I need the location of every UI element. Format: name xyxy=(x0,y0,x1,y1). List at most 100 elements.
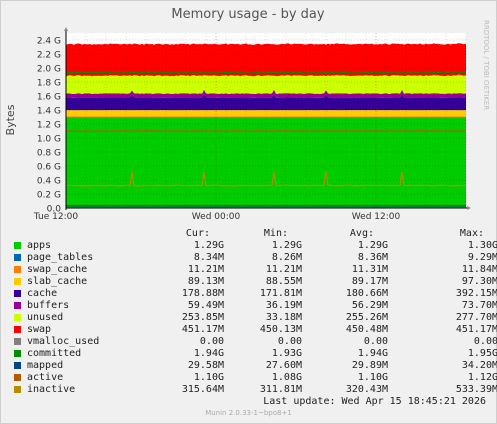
legend-label: page_tables xyxy=(27,252,94,263)
munin-version: Munin 2.0.33-1~bpo8+1 xyxy=(205,409,292,417)
legend-label: swap_cache xyxy=(27,264,88,275)
area-swap-cache xyxy=(66,116,466,118)
legend-value-avg: 8.36M xyxy=(357,252,388,263)
legend-value-min: 171.81M xyxy=(259,288,302,299)
legend-label: committed xyxy=(27,348,82,359)
line-active xyxy=(65,130,467,132)
legend-swatch xyxy=(14,326,21,333)
legend-value-avg: 255.26M xyxy=(345,312,388,323)
y-axis-arrow xyxy=(64,27,68,31)
legend-value-min: 33.18M xyxy=(265,312,302,323)
legend-label: buffers xyxy=(27,300,70,311)
legend-swatch xyxy=(14,314,21,321)
legend-value-avg: 1.29G xyxy=(357,240,388,251)
area-page-tables xyxy=(66,117,466,118)
legend-value-max: 73.70M xyxy=(461,300,497,311)
legend-label: slab_cache xyxy=(27,276,88,287)
legend-swatch xyxy=(14,374,21,381)
y-tick-label: 1.8 G xyxy=(37,79,61,89)
legend-row-slab-cache: slab_cache 89.13M 88.55M 89.17M 97.30M xyxy=(14,276,497,288)
legend-value-min: 0.00 xyxy=(277,336,302,347)
legend-value-avg: 1.10G xyxy=(357,372,388,383)
legend-value-min: 1.08G xyxy=(271,372,302,383)
legend-value-max: 1.95G xyxy=(467,348,497,359)
legend-value-avg: 11.31M xyxy=(351,264,388,275)
legend-swatch xyxy=(14,362,21,369)
legend-row-active: active 1.10G 1.08G 1.10G 1.12G xyxy=(14,372,497,384)
legend-value-avg: 1.94G xyxy=(357,348,388,359)
legend-value-cur: 0.00 xyxy=(199,336,224,347)
legend-row-committed: committed 1.94G 1.93G 1.94G 1.95G xyxy=(14,348,497,360)
legend-value-cur: 178.88M xyxy=(181,288,224,299)
legend-label: inactive xyxy=(27,384,76,395)
y-axis-label: Bytes xyxy=(4,104,17,135)
legend-swatch xyxy=(14,278,21,285)
legend-value-max: 451.17M xyxy=(455,324,497,335)
legend-swatch xyxy=(14,386,21,393)
y-tick-label: 1.2 G xyxy=(37,121,61,131)
legend-value-avg: 180.66M xyxy=(345,288,388,299)
legend-value-min: 1.93G xyxy=(271,348,302,359)
legend-label: cache xyxy=(27,288,58,299)
last-update: Last update: Wed Apr 15 18:45:21 2026 xyxy=(263,396,486,407)
legend-value-cur: 315.64M xyxy=(181,384,224,395)
legend-value-avg: 0.00 xyxy=(363,336,388,347)
legend-value-max: 533.39M xyxy=(455,384,497,395)
legend-row-unused: unused 253.85M 33.18M 255.26M 277.70M xyxy=(14,312,497,324)
legend-swatch xyxy=(14,350,21,357)
legend-row-buffers: buffers 59.49M 36.19M 56.29M 73.70M xyxy=(14,300,497,312)
legend-label: vmalloc_used xyxy=(27,336,100,347)
legend-value-cur: 1.10G xyxy=(193,372,224,383)
legend-value-max: 1.30G xyxy=(467,240,497,251)
legend-label: active xyxy=(27,372,64,383)
y-tick-label: 1.4 G xyxy=(37,107,61,117)
legend-value-cur: 1.94G xyxy=(193,348,224,359)
legend-value-min: 36.19M xyxy=(265,300,302,311)
legend-swatch xyxy=(14,266,21,273)
y-tick-label: 0.0 xyxy=(47,205,62,215)
y-tick-label: 1.6 G xyxy=(37,93,61,103)
y-tick-label: 0.8 G xyxy=(37,149,61,159)
legend-value-min: 450.13M xyxy=(259,324,302,335)
legend-label: unused xyxy=(27,312,64,323)
legend-row-page-tables: page_tables 8.34M 8.26M 8.36M 9.29M xyxy=(14,252,497,264)
legend-value-max: 34.20M xyxy=(461,360,497,371)
y-tick-label: 1.0 G xyxy=(37,135,61,145)
y-tick-label: 0.4 G xyxy=(37,177,61,187)
legend-value-cur: 89.13M xyxy=(187,276,224,287)
legend-value-avg: 89.17M xyxy=(351,276,388,287)
legend-swatch xyxy=(14,302,21,309)
legend-row-swap: swap 451.17M 450.13M 450.48M 451.17M xyxy=(14,324,497,336)
legend-value-max: 97.30M xyxy=(461,276,497,287)
y-tick-label: 2.0 G xyxy=(37,65,61,75)
legend-header-max: Max: xyxy=(459,228,484,239)
line-committed xyxy=(65,71,467,74)
legend-value-max: 0.00 xyxy=(473,336,497,347)
legend-value-min: 311.81M xyxy=(259,384,302,395)
legend-label: swap xyxy=(27,324,52,335)
legend-swatch xyxy=(14,290,21,297)
legend-swatch xyxy=(14,242,21,249)
rrdtool-label: RRDTOOL / TOBI OETIKER xyxy=(482,20,490,110)
legend-swatch xyxy=(14,338,21,345)
area-buffers xyxy=(66,89,466,98)
legend-value-cur: 59.49M xyxy=(187,300,224,311)
legend-value-avg: 56.29M xyxy=(351,300,388,311)
legend-value-cur: 1.29G xyxy=(193,240,224,251)
legend-value-min: 88.55M xyxy=(265,276,302,287)
legend-value-cur: 29.58M xyxy=(187,360,224,371)
plot-area: 0.0 0.2 G 0.4 G 0.6 G 0.8 G 1.0 G 1.2 G 1.4 G 1.… xyxy=(33,27,471,222)
legend-value-cur: 8.34M xyxy=(193,252,224,263)
legend-value-max: 277.70M xyxy=(455,312,497,323)
legend-row-vmalloc-used: vmalloc_used 0.00 0.00 0.00 0.00 xyxy=(14,336,497,348)
y-tick-label: 0.2 G xyxy=(37,191,61,201)
chart-title: Memory usage - by day xyxy=(171,7,324,22)
legend-value-avg: 450.48M xyxy=(345,324,388,335)
legend-row-apps: apps 1.29G 1.29G 1.29G 1.30G xyxy=(14,240,497,252)
legend-header-cur: Cur: xyxy=(185,228,210,239)
legend-value-avg: 320.43M xyxy=(345,384,388,395)
legend-value-max: 11.84M xyxy=(461,264,497,275)
legend-label: mapped xyxy=(27,360,64,371)
area-swap xyxy=(66,43,466,77)
legend-row-mapped: mapped 29.58M 27.60M 29.89M 34.20M xyxy=(14,360,497,372)
